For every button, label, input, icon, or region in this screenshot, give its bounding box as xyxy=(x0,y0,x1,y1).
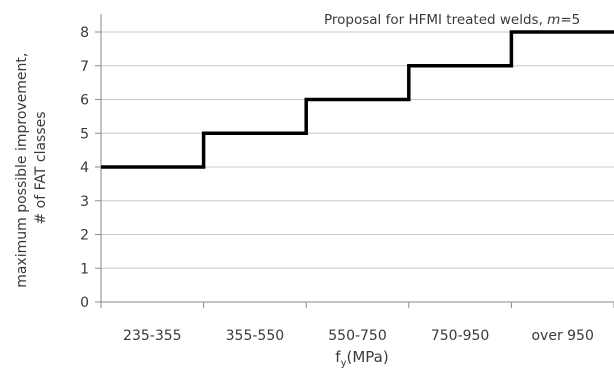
axes xyxy=(95,14,614,308)
x-axis-label: fy(MPa) xyxy=(335,348,388,369)
x-tick-labels: 235-355 355-550 550-750 750-950 over 950 xyxy=(123,328,594,344)
y-axis-label: maximum possible improvement, # of FAT c… xyxy=(14,48,49,288)
y-axis-label-line1: maximum possible improvement, xyxy=(14,53,30,288)
x-tick-label-1: 355-550 xyxy=(226,328,285,344)
y-tick-label-6: 6 xyxy=(80,93,89,109)
legend-prefix: Proposal for HFMI treated welds, xyxy=(324,12,547,28)
y-tick-label-0: 0 xyxy=(80,295,89,311)
y-axis-label-line2: # of FAT classes xyxy=(33,111,49,224)
y-tick-labels: 0 1 2 3 4 5 6 7 8 xyxy=(80,25,89,311)
y-tick-label-5: 5 xyxy=(80,126,89,142)
y-tick-label-3: 3 xyxy=(80,194,89,210)
legend-label: Proposal for HFMI treated welds, m=5 xyxy=(324,12,580,28)
legend-suffix: =5 xyxy=(560,12,580,28)
y-tick-label-8: 8 xyxy=(80,25,89,41)
x-axis-label-main: f xyxy=(335,348,341,366)
series-line-0 xyxy=(101,30,614,169)
y-tick-label-4: 4 xyxy=(80,160,89,176)
x-tick-label-0: 235-355 xyxy=(123,328,182,344)
legend-m: m xyxy=(547,12,560,28)
x-tick-label-4: over 950 xyxy=(531,328,593,344)
x-tick-label-3: 750-950 xyxy=(431,328,490,344)
gridlines xyxy=(101,31,614,269)
y-tick-label-7: 7 xyxy=(80,59,89,75)
y-tick-label-2: 2 xyxy=(80,228,89,244)
x-axis-label-unit: (MPa) xyxy=(346,348,388,366)
series xyxy=(101,30,614,169)
y-tick-label-1: 1 xyxy=(80,261,89,277)
x-tick-label-2: 550-750 xyxy=(328,328,387,344)
x-axis-label-sub: y xyxy=(341,358,347,369)
